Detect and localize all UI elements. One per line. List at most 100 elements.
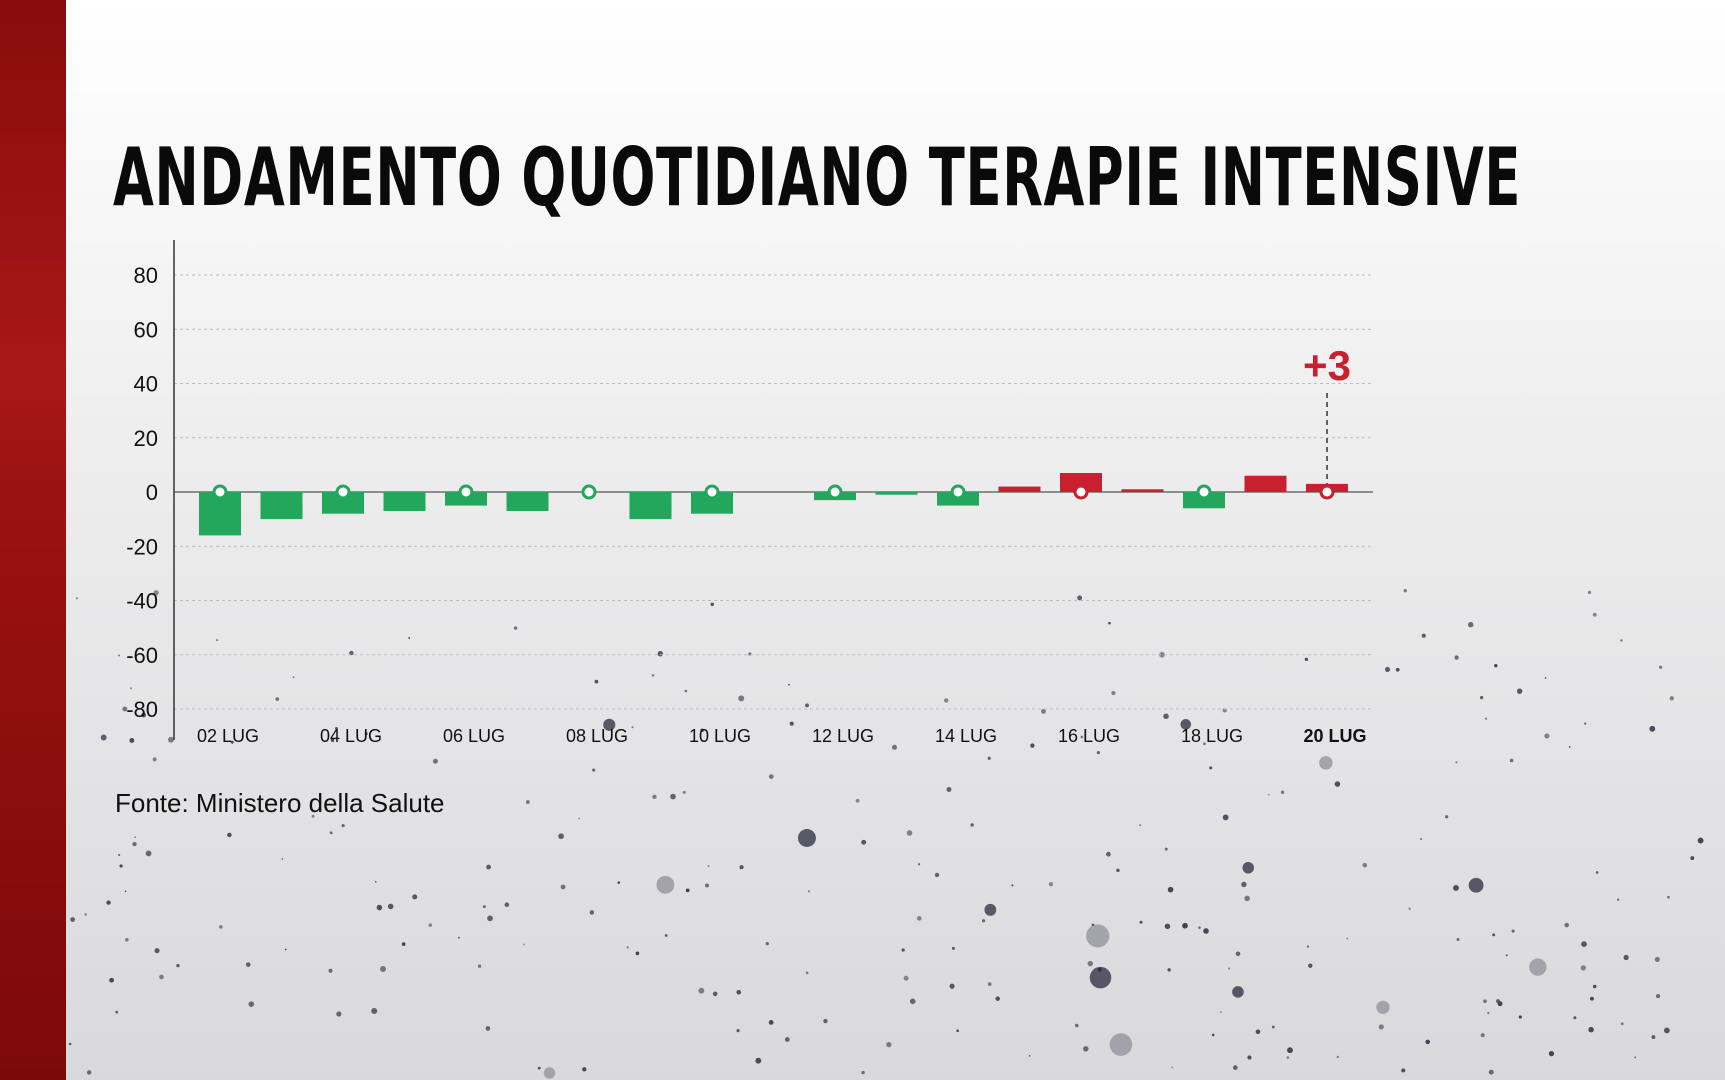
particle-dot [401,942,406,946]
particle-dot [349,650,354,656]
y-tick-label: 0 [146,480,158,505]
particle-dot [1139,920,1143,924]
particle-dot [558,833,564,840]
particle-dot [124,890,127,893]
particle-dot [670,793,676,800]
particle-dot [1654,956,1660,962]
particle-dot [765,941,769,946]
particle-dot [916,916,922,921]
y-tick-label: 80 [134,263,158,288]
particle-dot [664,934,668,937]
particle-dot [944,698,949,703]
particle-dot [486,864,491,870]
particle-dot [543,1067,556,1079]
particle-dot [75,597,78,600]
particle-dot [1505,954,1508,957]
particle-dot [909,998,916,1005]
particle-dot [788,683,790,686]
particle-dot [956,1029,959,1033]
particle-dot [275,697,280,701]
particle-dot [129,738,135,743]
bar-05-lug [383,492,426,511]
particle-dot [1592,612,1597,617]
particle-dot [176,963,180,968]
tick-marker [581,484,597,500]
particle-dot [1376,1000,1390,1014]
y-tick-label: 20 [134,426,158,451]
particle-dot [768,1019,774,1025]
particle-dot [981,919,986,923]
particle-dot [1167,886,1174,893]
particle-dot [109,977,114,983]
particle-dot [248,1001,255,1007]
particle-dot [738,695,745,702]
particle-dot [1663,1027,1670,1034]
particle-dot [1468,877,1484,893]
particle-dot [1590,996,1594,1001]
particle-dot [68,1042,72,1046]
x-tick-label: 20 LUG [1303,726,1366,746]
particle-dot [1587,590,1592,595]
particle-dot [1454,655,1459,660]
particle-dot [807,890,810,893]
particle-dot [1255,1029,1261,1035]
particle-dot [652,794,657,800]
particle-dot [432,758,438,764]
particle-dot [84,913,87,916]
particle-dot [245,962,251,967]
particle-dot [227,832,232,838]
particle-dot [1580,965,1586,971]
particle-dot [635,951,640,956]
particle-dot [987,982,992,986]
particle-dot [371,1008,378,1014]
left-accent-bar [0,0,66,1080]
particle-dot [1518,1015,1522,1019]
particle-dot [132,841,137,847]
particle-dot [482,905,486,909]
particle-dot [70,917,76,922]
particle-dot [364,732,368,736]
particle-dot [1494,664,1498,668]
particle-dot [1395,667,1400,672]
particle-dot [1139,824,1142,827]
particle-dot [1468,621,1474,628]
particle-dot [1697,837,1704,844]
particle-dot [1487,1011,1490,1015]
y-tick-label: -20 [126,534,158,559]
x-tick-label: 02 LUG [197,726,259,746]
particle-dot [1581,941,1587,948]
particle-dot [684,689,688,693]
particle-dot [755,1057,762,1064]
bar-04-lug [322,492,364,514]
particle-dot [1669,696,1674,701]
bar-13-lug [875,492,918,495]
particle-dot [917,863,921,866]
particle-dot [412,894,418,900]
particle-dot [1362,862,1368,868]
particle-dot [1403,589,1407,593]
tick-marker [950,484,966,500]
particle-dot [1573,1016,1577,1020]
particle-dot [1544,733,1550,739]
particle-dot [1384,666,1391,672]
particle-dot [457,936,460,939]
particle-dot [1420,838,1422,840]
particle-dot [594,679,599,684]
particle-dot [862,737,865,739]
tick-marker [827,484,843,500]
particle-dot [130,687,133,690]
particle-dot [855,798,860,803]
bar-19-lug [1244,475,1287,492]
particle-dot [523,943,525,946]
particle-dot [700,728,704,733]
particle-dot [1548,1050,1555,1057]
x-tick-label: 18 LUG [1181,726,1243,746]
tick-marker [704,484,720,500]
particle-dot [1089,966,1112,989]
particle-dot [1667,895,1670,899]
particle-dot [428,923,433,927]
particle-dot [1620,1022,1624,1026]
particle-dot [100,734,107,741]
particle-dot [1649,725,1656,732]
particle-dot [1159,651,1165,658]
